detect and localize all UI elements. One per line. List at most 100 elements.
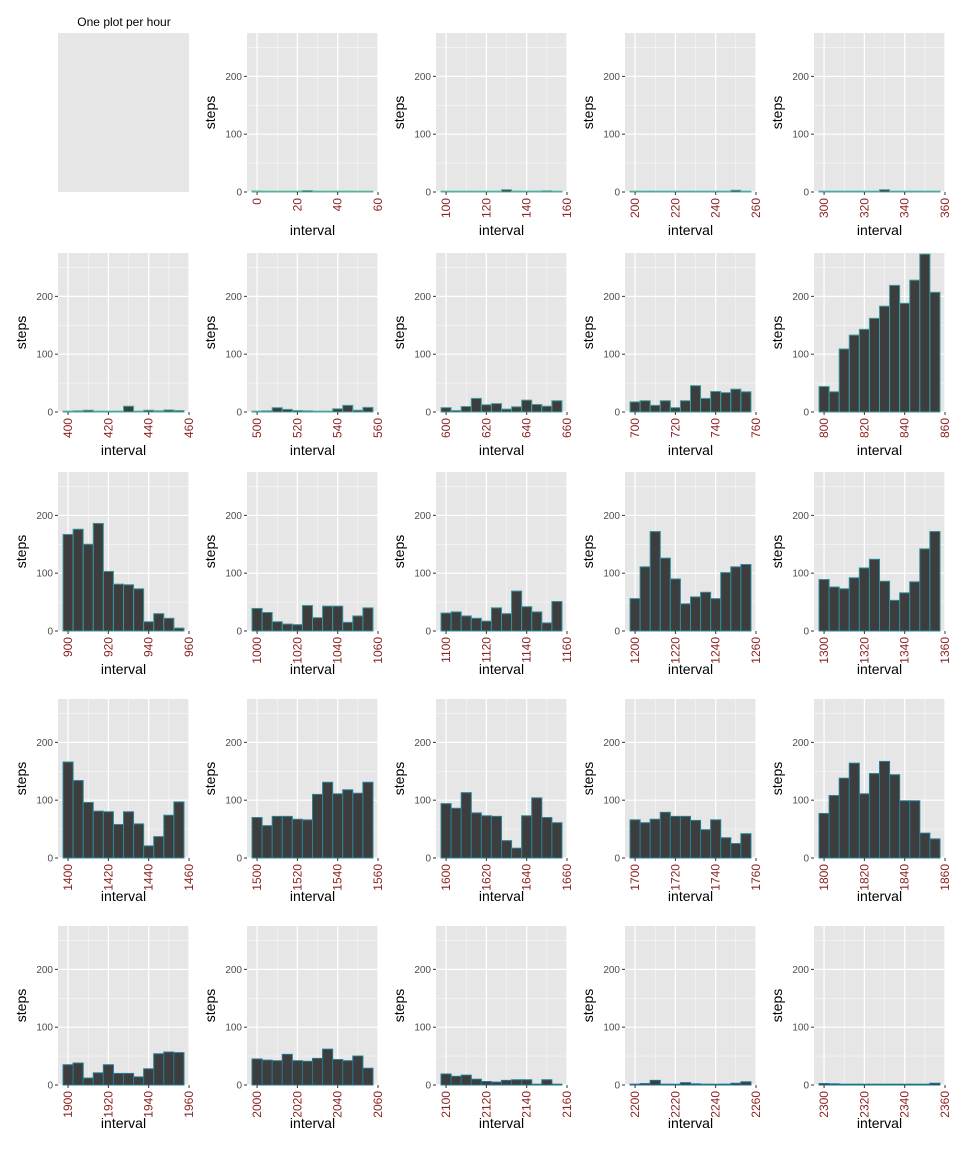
hour-panel: 0 100 200 2300 2320 2340 2360 interval steps [769, 926, 952, 1131]
y-axis-title: steps [202, 316, 218, 349]
x-tick-label: 2060 [371, 1091, 385, 1118]
y-tick-label: 100 [792, 569, 809, 580]
y-axis-title: steps [580, 989, 596, 1022]
x-axis-title: interval [290, 888, 335, 904]
histogram-bar [679, 1082, 692, 1086]
x-axis-title: interval [857, 661, 902, 677]
histogram-bar [669, 407, 681, 413]
x-tick-label: 1700 [628, 864, 642, 891]
histogram-bar [133, 1076, 145, 1086]
y-tick-label: 200 [225, 72, 242, 83]
x-tick-label: 1040 [331, 637, 345, 664]
histogram-bar [490, 607, 502, 632]
histogram-bar [440, 1073, 452, 1086]
histogram-bar [659, 1083, 671, 1086]
histogram-bar [868, 190, 881, 193]
y-axis-title: steps [202, 762, 218, 795]
histogram-bar [352, 1055, 364, 1086]
histogram-bar [450, 611, 462, 632]
histogram-bar [480, 1081, 492, 1086]
histogram-bar [362, 406, 374, 413]
y-tick-label: 200 [414, 511, 431, 522]
x-tick-label: 340 [898, 198, 912, 218]
histogram-bar [868, 558, 881, 632]
histogram-bar [899, 302, 911, 413]
hour-panel: 0 100 200 400 420 440 460 interval steps [13, 253, 196, 458]
histogram-bar [868, 773, 881, 859]
x-tick-label: 500 [250, 418, 264, 438]
histogram-bar [879, 189, 891, 193]
x-tick-label: 360 [938, 198, 952, 218]
hour-panel: 0 100 200 300 320 340 360 interval steps [769, 33, 952, 238]
histogram-bar [929, 190, 941, 193]
histogram-bar [818, 1083, 830, 1086]
histogram-bar [899, 592, 911, 632]
panel-background [58, 33, 189, 192]
x-tick-label: 200 [628, 198, 642, 218]
hour-panel: 0 100 200 2000 2020 2040 2060 interval steps [202, 926, 385, 1131]
histogram-bar [62, 761, 74, 859]
hour-panel: 0 100 200 1300 1320 1340 1360 interval steps [769, 472, 952, 677]
y-tick-label: 100 [414, 1023, 431, 1034]
y-tick-label: 0 [236, 854, 242, 865]
histogram-bar [281, 408, 293, 413]
histogram-bar [312, 410, 324, 413]
histogram-bar [62, 410, 74, 413]
histogram-bar [163, 814, 175, 859]
histogram-bar [92, 810, 104, 859]
histogram-bar [828, 1083, 840, 1086]
x-tick-label: 1940 [142, 1091, 156, 1118]
histogram-bar [629, 401, 641, 413]
x-tick-label: 40 [331, 198, 345, 212]
histogram-bar [322, 410, 334, 413]
histogram-bar [342, 190, 354, 193]
histogram-bar [659, 400, 671, 413]
x-tick-label: 2300 [817, 1091, 831, 1118]
y-tick-label: 200 [414, 965, 431, 976]
hour-panel: 0 100 200 900 920 940 960 interval steps [13, 472, 196, 677]
histogram-bar [730, 388, 742, 413]
histogram-bar [909, 800, 921, 859]
histogram-bar [818, 812, 830, 859]
histogram-bar [501, 189, 513, 193]
x-tick-label: 1640 [520, 864, 534, 891]
histogram-bar [511, 406, 523, 413]
histogram-bar [102, 410, 114, 413]
histogram-bar [929, 531, 941, 632]
y-tick-label: 0 [803, 854, 809, 865]
y-tick-label: 100 [414, 350, 431, 361]
x-tick-label: 920 [101, 637, 115, 657]
histogram-bar [828, 190, 840, 193]
x-tick-label: 2000 [250, 1091, 264, 1118]
y-tick-label: 200 [414, 738, 431, 749]
histogram-bar [879, 760, 891, 859]
histogram-bar [909, 190, 921, 193]
x-axis-title: interval [857, 888, 902, 904]
x-tick-label: 540 [331, 418, 345, 438]
y-tick-label: 0 [236, 408, 242, 419]
y-axis-title: steps [391, 96, 407, 129]
x-tick-label: 1120 [479, 637, 493, 663]
x-tick-label: 820 [857, 418, 871, 438]
hour-panel: 0 100 200 100 120 140 160 interval steps [391, 33, 574, 238]
histogram-bar [271, 1060, 283, 1086]
histogram-bar [848, 190, 860, 193]
x-axis-title: interval [290, 1115, 335, 1131]
y-axis-title: steps [202, 535, 218, 568]
y-axis-title: steps [391, 989, 407, 1022]
histogram-bar [710, 598, 722, 632]
x-tick-label: 1100 [439, 637, 453, 663]
x-tick-label: 1000 [250, 637, 264, 664]
histogram-bar [720, 572, 732, 632]
panel-background [436, 33, 567, 192]
histogram-bar [551, 1083, 563, 1086]
histogram-bar [450, 807, 462, 859]
x-tick-label: 1400 [61, 864, 75, 891]
y-tick-label: 0 [236, 1081, 242, 1092]
histogram-bar [639, 566, 651, 632]
x-tick-label: 1740 [709, 864, 723, 891]
hour-panel: 0 100 200 1900 1920 1940 1960 interval steps [13, 926, 196, 1131]
histogram-bar [490, 190, 502, 193]
x-tick-label: 1060 [371, 637, 385, 664]
histogram-bar [838, 348, 850, 413]
